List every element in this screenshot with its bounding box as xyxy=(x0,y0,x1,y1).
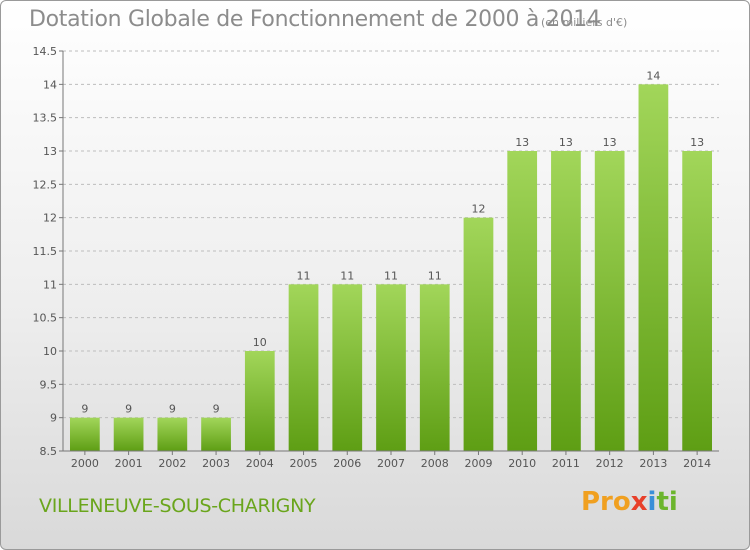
x-tick-label: 2001 xyxy=(115,457,143,470)
value-label: 13 xyxy=(515,136,529,149)
axes xyxy=(59,50,719,455)
x-tick-label: 2013 xyxy=(639,457,667,470)
bar xyxy=(332,284,363,451)
x-tick-label: 2011 xyxy=(552,457,580,470)
x-tick-label: 2005 xyxy=(290,457,318,470)
bar xyxy=(201,417,231,451)
bar xyxy=(69,417,100,451)
bar xyxy=(638,84,669,451)
logo-part: Pro xyxy=(581,487,631,517)
bar xyxy=(594,151,625,451)
x-tick-label: 2009 xyxy=(464,457,492,470)
bars xyxy=(69,84,713,451)
bar xyxy=(288,284,319,451)
value-label: 11 xyxy=(340,269,354,282)
chart-subtitle: (en milliers d'€) xyxy=(541,16,628,29)
y-tick-label: 13 xyxy=(43,145,57,158)
y-tick-label: 10.5 xyxy=(33,312,58,325)
x-tick-label: 2012 xyxy=(596,457,624,470)
x-tick-label: 2000 xyxy=(71,457,99,470)
x-tick-label: 2014 xyxy=(683,457,711,470)
value-label: 11 xyxy=(297,269,311,282)
chart-title: Dotation Globale de Fonctionnement de 20… xyxy=(29,7,601,32)
y-tick-label: 11 xyxy=(43,278,57,291)
y-tick-label: 10 xyxy=(43,345,57,358)
y-tick-label: 8.5 xyxy=(40,445,58,458)
x-tick-label: 2008 xyxy=(421,457,449,470)
value-label: 9 xyxy=(213,403,220,416)
labels: 8.5 9 9.5 10 10.5 11 11.5 12 12.5 13 13.5 14 14.5 9 20… xyxy=(33,45,712,470)
bar xyxy=(682,151,713,451)
x-tick-label: 2002 xyxy=(158,457,186,470)
bar xyxy=(419,284,450,451)
bar xyxy=(376,284,406,451)
y-tick-label: 12 xyxy=(43,212,57,225)
value-label: 11 xyxy=(428,269,442,282)
y-tick-label: 14.5 xyxy=(33,45,58,58)
x-tick-label: 2007 xyxy=(377,457,405,470)
value-label: 13 xyxy=(559,136,573,149)
y-tick-label: 11.5 xyxy=(33,245,58,258)
x-tick-label: 2010 xyxy=(508,457,536,470)
proxiti-logo[interactable]: Proxiti xyxy=(581,487,678,517)
logo-part: ti xyxy=(656,487,678,517)
bar xyxy=(507,151,538,451)
bar xyxy=(244,351,275,451)
value-label: 12 xyxy=(471,203,485,216)
y-tick-label: 13.5 xyxy=(33,112,58,125)
x-tick-label: 2004 xyxy=(246,457,274,470)
y-tick-label: 12.5 xyxy=(33,178,58,191)
value-label: 10 xyxy=(253,336,267,349)
logo-part: x xyxy=(630,487,648,517)
bar xyxy=(463,217,494,451)
bar xyxy=(157,417,188,451)
y-tick-label: 9 xyxy=(50,412,57,425)
x-tick-label: 2003 xyxy=(202,457,230,470)
x-tick-label: 2006 xyxy=(333,457,361,470)
bar xyxy=(551,151,581,451)
y-tick-label: 14 xyxy=(43,78,57,91)
value-label: 9 xyxy=(169,403,176,416)
value-label: 9 xyxy=(125,403,132,416)
bar xyxy=(113,417,144,451)
logo-part: i xyxy=(647,487,657,517)
value-label: 9 xyxy=(81,403,88,416)
value-label: 14 xyxy=(646,69,660,82)
commune-name: VILLENEUVE-SOUS-CHARIGNY xyxy=(39,495,316,517)
value-label: 11 xyxy=(384,269,398,282)
value-label: 13 xyxy=(690,136,704,149)
value-label: 13 xyxy=(603,136,617,149)
y-tick-label: 9.5 xyxy=(40,378,58,391)
